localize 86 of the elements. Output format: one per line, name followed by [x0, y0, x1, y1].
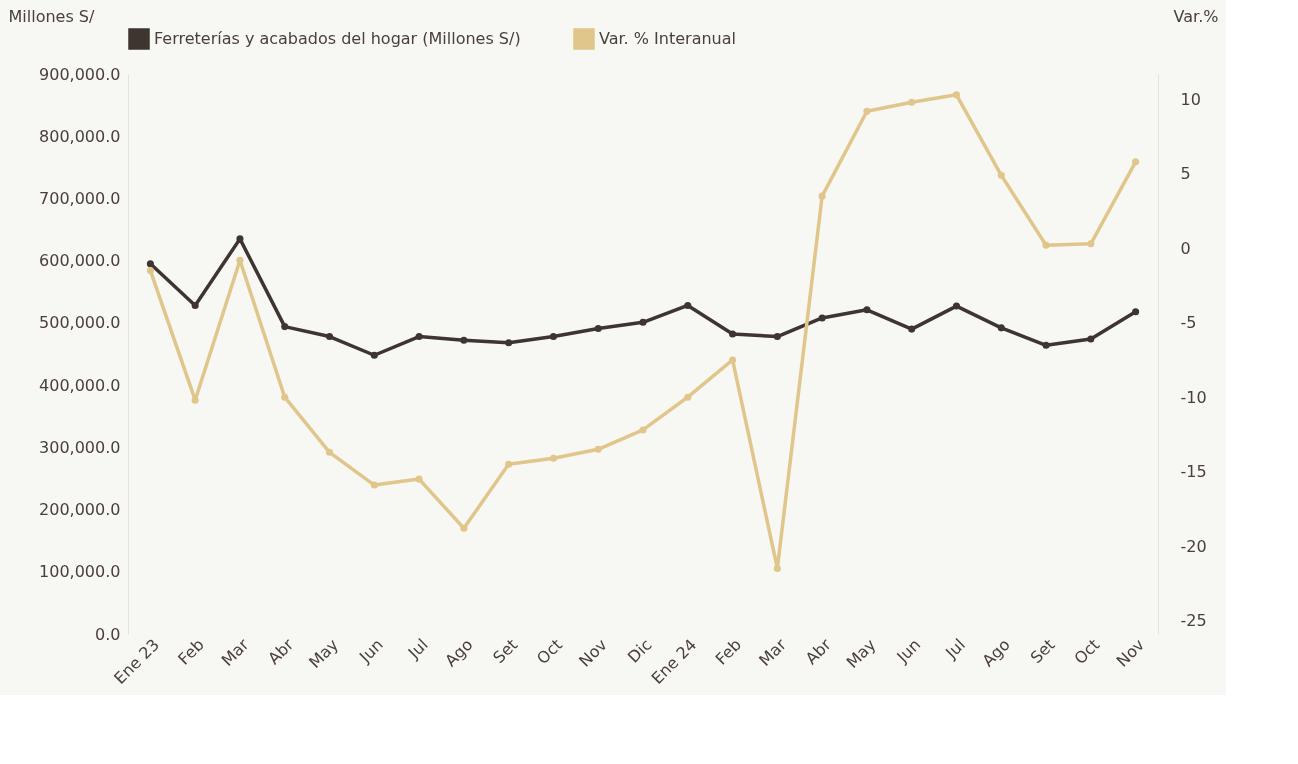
- y2-tick-label: -20: [1180, 536, 1207, 556]
- point: [1042, 241, 1050, 249]
- point: [281, 393, 289, 401]
- y2-tick-label: 0: [1180, 238, 1191, 258]
- point: [236, 256, 244, 264]
- x-tick-label: Ago: [978, 635, 1014, 671]
- x-tick-label: Mar: [755, 634, 791, 670]
- point: [997, 171, 1005, 179]
- x-tick-label: Feb: [711, 635, 746, 669]
- point: [505, 339, 513, 347]
- y-tick-label: 900,000.0: [39, 64, 121, 84]
- y-tick-label: 100,000.0: [39, 562, 121, 582]
- point: [505, 460, 513, 468]
- point: [281, 323, 289, 331]
- point: [460, 524, 468, 532]
- y-axis-title: Millones S/: [8, 6, 95, 26]
- x-tick-label: Set: [1026, 635, 1059, 668]
- y-tick-label: 400,000.0: [39, 375, 121, 395]
- x-tick-label: Feb: [174, 635, 208, 669]
- point: [1132, 158, 1140, 166]
- point: [594, 324, 602, 333]
- x-tick-label: Nov: [1112, 635, 1149, 671]
- x-tick-label: Oct: [532, 635, 566, 669]
- y2-tick-label: 5: [1180, 164, 1191, 184]
- legend-label: Ferreterías y acabados del hogar (Millones S/): [154, 29, 521, 48]
- x-tick-label: Ago: [441, 635, 477, 671]
- point: [952, 91, 961, 99]
- y2-tick-label: -10: [1180, 387, 1207, 407]
- point: [863, 107, 871, 115]
- y-tick-label: 700,000.0: [39, 188, 121, 208]
- point: [1087, 335, 1095, 343]
- point: [908, 98, 916, 106]
- y2-axis-title: Var.%: [1173, 6, 1219, 26]
- y2-tick-label: -5: [1180, 313, 1197, 333]
- point: [370, 351, 378, 359]
- point: [594, 445, 602, 453]
- y-tick-label: 300,000.0: [39, 437, 121, 457]
- point: [549, 454, 557, 462]
- point: [460, 336, 468, 344]
- x-tick-label: Nov: [575, 635, 611, 671]
- point: [639, 426, 647, 434]
- point: [729, 356, 737, 364]
- point: [191, 301, 199, 309]
- point: [729, 330, 737, 338]
- point: [684, 393, 692, 401]
- point: [773, 564, 781, 572]
- point: [191, 396, 199, 404]
- point: [1132, 308, 1140, 316]
- x-tick-label: Dic: [624, 635, 656, 667]
- point: [684, 301, 692, 309]
- point: [952, 302, 961, 310]
- y2-tick-label: -15: [1180, 462, 1207, 482]
- y-tick-label: 0.0: [95, 624, 121, 644]
- y2-tick-label: 10: [1180, 89, 1201, 109]
- point: [818, 192, 826, 200]
- x-tick-label: Abr: [264, 634, 298, 669]
- point: [908, 325, 916, 333]
- point: [773, 333, 781, 341]
- x-tick-label: Set: [489, 635, 522, 668]
- point: [415, 475, 423, 483]
- point: [863, 306, 871, 314]
- point: [1042, 341, 1050, 349]
- legend-label: Var. % Interanual: [599, 29, 736, 48]
- y-tick-label: 500,000.0: [39, 313, 121, 333]
- y-tick-label: 600,000.0: [39, 251, 121, 271]
- point: [146, 260, 154, 268]
- y2-tick-label: -25: [1180, 611, 1207, 631]
- y-tick-label: 800,000.0: [39, 126, 121, 146]
- point: [370, 481, 378, 489]
- point: [639, 318, 647, 326]
- point: [1087, 240, 1095, 248]
- point: [325, 448, 334, 456]
- point: [818, 314, 826, 322]
- x-tick-label: Oct: [1070, 635, 1104, 669]
- point: [549, 333, 557, 341]
- x-tick-label: Jun: [355, 635, 387, 667]
- point: [415, 333, 423, 341]
- point: [997, 324, 1005, 332]
- y-tick-label: 200,000.0: [39, 500, 121, 520]
- point: [325, 333, 334, 341]
- x-tick-label: Abr: [801, 634, 835, 669]
- x-tick-label: Jun: [892, 635, 925, 667]
- x-tick-label: Jul: [403, 635, 432, 663]
- point: [146, 267, 154, 275]
- x-tick-label: Mar: [217, 634, 253, 670]
- x-tick-label: Jul: [941, 635, 969, 663]
